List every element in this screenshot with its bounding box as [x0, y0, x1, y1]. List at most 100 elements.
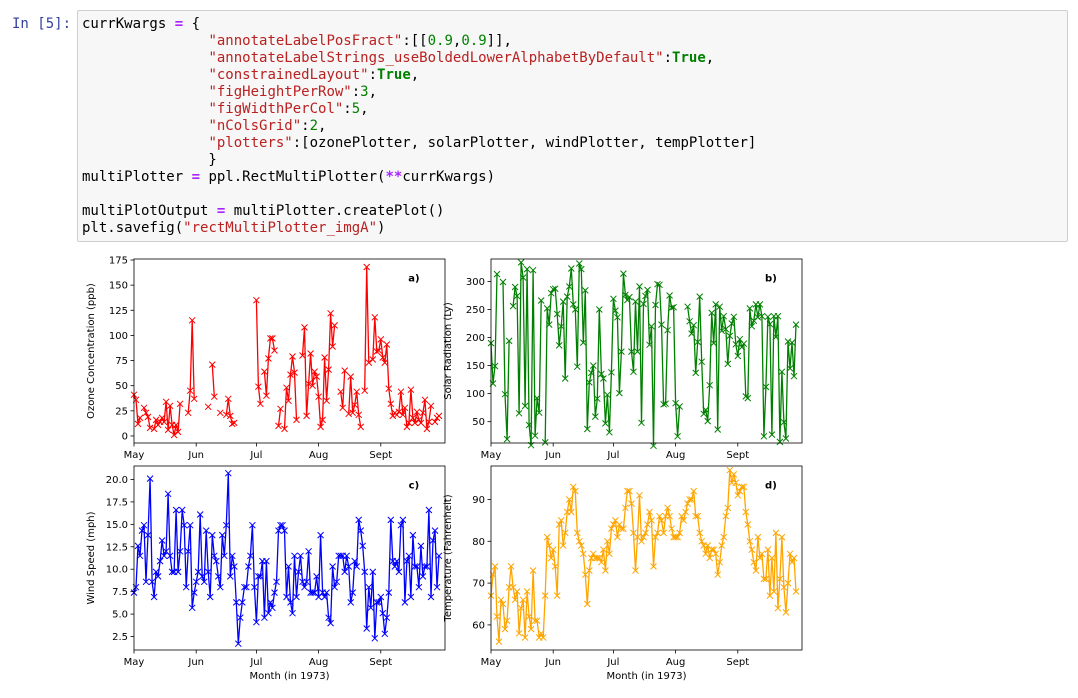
data-point	[620, 525, 627, 533]
code-editor[interactable]: currKwargs = { "annotateLabelPosFract":[…	[82, 16, 756, 237]
data-point	[493, 613, 501, 620]
data-point	[361, 568, 369, 576]
data-point	[255, 383, 262, 391]
data-point	[746, 537, 754, 545]
series-line	[490, 469, 797, 643]
data-point	[138, 527, 146, 534]
data-point	[238, 599, 246, 606]
y-tick-label: 25	[115, 406, 128, 417]
data-point	[425, 506, 433, 514]
data-point	[222, 411, 230, 419]
data-point	[172, 421, 180, 429]
data-point	[527, 625, 535, 633]
data-point	[694, 338, 702, 346]
data-point	[146, 424, 154, 432]
data-point	[642, 529, 649, 537]
data-point	[345, 410, 353, 418]
data-point	[581, 287, 589, 294]
data-point	[345, 563, 353, 570]
data-point	[561, 529, 569, 537]
data-point	[385, 385, 393, 393]
data-point	[700, 410, 708, 418]
data-point	[431, 418, 439, 426]
y-axis-label: Temperature (Fahrenheit)	[443, 494, 454, 622]
data-point	[433, 583, 441, 591]
data-point	[772, 529, 780, 537]
data-point	[323, 589, 330, 596]
data-point	[405, 552, 413, 560]
data-point	[279, 521, 286, 529]
data-point	[758, 312, 766, 320]
data-point	[628, 348, 635, 355]
data-point	[389, 412, 397, 420]
data-point	[583, 425, 591, 433]
data-point	[509, 302, 517, 310]
data-point	[230, 419, 238, 427]
data-point	[622, 291, 629, 299]
data-point	[696, 529, 704, 537]
data-point	[702, 406, 710, 414]
data-point	[152, 568, 160, 576]
data-point	[178, 506, 186, 514]
data-point	[347, 373, 355, 380]
data-point	[397, 388, 405, 396]
data-point	[573, 363, 581, 371]
data-point	[293, 593, 300, 601]
data-point	[497, 596, 505, 604]
data-point	[670, 303, 677, 311]
data-point	[521, 634, 529, 641]
data-point	[732, 340, 740, 348]
data-point	[305, 547, 312, 555]
series-line	[364, 266, 370, 391]
data-point	[186, 521, 194, 529]
data-point	[267, 599, 274, 606]
data-point	[760, 575, 768, 583]
data-point	[277, 405, 284, 413]
x-tick-label: Aug	[666, 657, 686, 668]
series-line	[133, 472, 440, 645]
data-point	[688, 496, 695, 503]
x-tick-label: Aug	[309, 657, 329, 668]
data-point	[349, 409, 357, 417]
data-point	[575, 537, 583, 545]
data-point	[341, 367, 349, 374]
data-point	[261, 368, 268, 375]
data-point	[541, 592, 549, 599]
data-point	[226, 573, 234, 580]
data-point	[606, 428, 613, 436]
data-point	[325, 614, 332, 622]
data-point	[291, 369, 298, 376]
data-point	[285, 563, 292, 570]
cell-output-figure: 0 25 50 75 100 125 150 175 May Jun Jul Aug Sept Ozone…	[0, 250, 1078, 694]
data-point	[768, 554, 776, 562]
data-point	[355, 516, 363, 524]
data-point	[501, 390, 509, 398]
data-point	[136, 552, 144, 560]
x-tick-label: May	[481, 450, 502, 461]
data-point	[716, 303, 724, 311]
data-point	[662, 400, 669, 408]
data-point	[790, 372, 798, 380]
data-point	[595, 554, 603, 562]
data-point	[614, 313, 621, 321]
data-point	[331, 322, 338, 329]
series-line	[143, 407, 151, 429]
data-point	[134, 420, 142, 428]
data-point	[415, 583, 423, 591]
data-point	[220, 552, 228, 560]
data-point	[618, 525, 625, 533]
y-tick-label: 80	[472, 537, 485, 548]
data-point	[357, 527, 365, 534]
y-tick-label: 70	[472, 579, 485, 590]
data-point	[263, 557, 270, 565]
series-line	[133, 394, 141, 425]
data-point	[188, 316, 196, 324]
y-tick-label: 250	[466, 305, 485, 316]
data-point	[214, 573, 222, 580]
data-point	[668, 525, 675, 533]
data-point	[513, 292, 521, 300]
data-point	[600, 375, 607, 382]
data-point	[501, 625, 509, 633]
code-cell-input[interactable]: currKwargs = { "annotateLabelPosFract":[…	[77, 10, 1068, 242]
data-point	[543, 533, 551, 541]
